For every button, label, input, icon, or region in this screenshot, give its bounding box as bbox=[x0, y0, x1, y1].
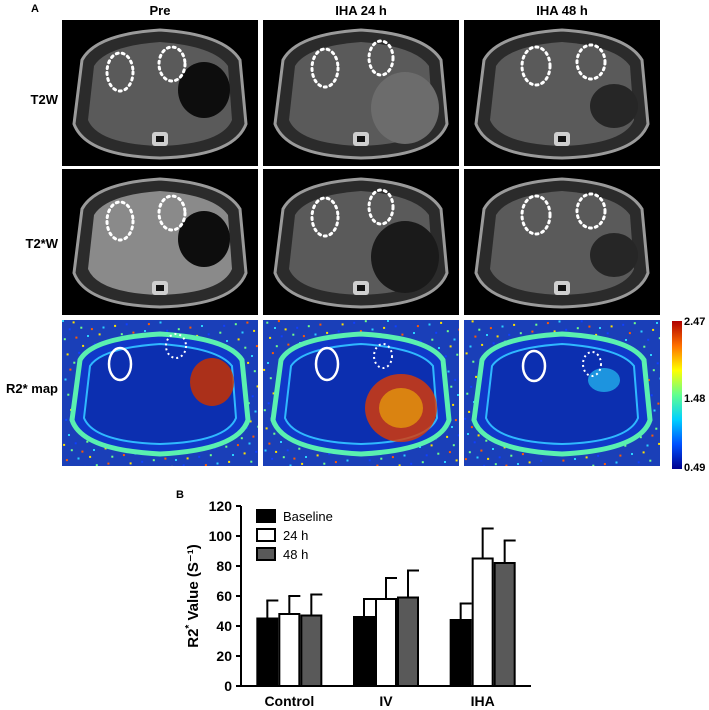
bar-48-h-iha bbox=[493, 562, 516, 687]
y-tick-label: 80 bbox=[216, 558, 232, 574]
mri-panel-r2star-map-iha-48h bbox=[464, 320, 660, 466]
row-label-t2w: T2W bbox=[30, 92, 58, 107]
column-header-iha-48h: IHA 48 h bbox=[536, 3, 588, 18]
mri-panel-t2w-iha-48h bbox=[464, 20, 660, 166]
y-tick-label: 120 bbox=[209, 498, 233, 514]
y-tick-label: 100 bbox=[209, 528, 233, 544]
bar-24-h-iv bbox=[375, 598, 397, 687]
bar-24-h-iha bbox=[471, 557, 494, 687]
panel-a-letter: A bbox=[31, 3, 39, 15]
mri-panel-t2star-w-iha-24h bbox=[263, 169, 459, 315]
colorbar-min-label: 0.49 bbox=[684, 462, 706, 474]
x-category-label: IHA bbox=[471, 693, 495, 709]
mri-panel-r2star-map-pre bbox=[62, 320, 258, 466]
column-header-pre: Pre bbox=[149, 3, 171, 18]
mri-panel-t2star-w-iha-48h bbox=[464, 169, 660, 315]
r2star-colorbar bbox=[672, 321, 682, 469]
bar-48-h-control bbox=[300, 614, 323, 687]
mri-panel-t2w-iha-24h bbox=[263, 20, 459, 166]
colorbar-max-label: 2.47 bbox=[684, 316, 706, 328]
bar-24-h-control bbox=[278, 613, 301, 687]
mri-panel-t2w-pre bbox=[62, 20, 258, 166]
mri-panel-r2star-map-iha-24h bbox=[263, 320, 459, 466]
legend-swatch bbox=[256, 547, 276, 561]
x-category-label: IV bbox=[379, 693, 393, 709]
row-label-t2star-w: T2*W bbox=[25, 236, 59, 251]
bar-baseline-control bbox=[256, 617, 279, 687]
colorbar-mid-label: 1.48 bbox=[684, 393, 706, 405]
legend-label: Baseline bbox=[283, 509, 333, 524]
bar-baseline-iha bbox=[449, 619, 472, 687]
r2star-bar-chart: 0 20 40 60 80 100 120 R2* Value (S⁻¹) Control IV I… bbox=[184, 498, 531, 709]
y-tick-label: 0 bbox=[224, 678, 232, 694]
y-tick-label: 20 bbox=[216, 648, 232, 664]
legend-label: 24 h bbox=[283, 528, 308, 543]
y-axis-label: R2* Value (S⁻¹) bbox=[184, 544, 202, 648]
mri-panel-t2star-w-pre bbox=[62, 169, 258, 315]
panel-b-letter: B bbox=[176, 489, 184, 501]
legend-swatch bbox=[256, 509, 276, 523]
y-tick-label: 60 bbox=[216, 588, 232, 604]
bar-baseline-iv bbox=[353, 616, 375, 687]
legend-label: 48 h bbox=[283, 547, 308, 562]
y-tick-label: 40 bbox=[216, 618, 232, 634]
row-label-r2star-map: R2* map bbox=[5, 381, 58, 396]
legend-swatch bbox=[256, 528, 276, 542]
x-category-label: Control bbox=[264, 693, 314, 709]
bar-48-h-iv bbox=[397, 596, 419, 687]
column-header-iha-24h: IHA 24 h bbox=[335, 3, 387, 18]
